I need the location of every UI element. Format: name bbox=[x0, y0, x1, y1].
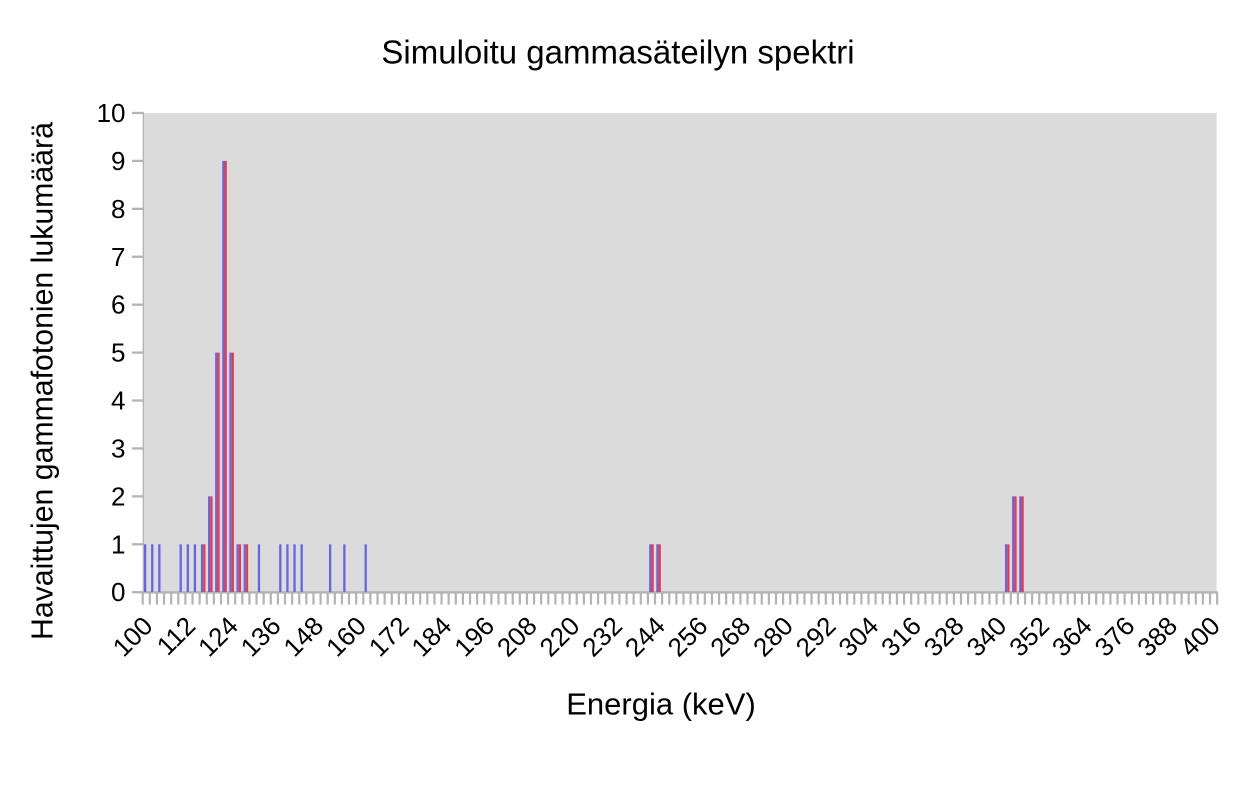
svg-text:280: 280 bbox=[747, 611, 799, 663]
svg-text:208: 208 bbox=[491, 611, 543, 663]
svg-text:352: 352 bbox=[1003, 611, 1055, 663]
svg-text:232: 232 bbox=[576, 611, 628, 663]
svg-text:340: 340 bbox=[960, 611, 1012, 663]
svg-text:364: 364 bbox=[1046, 611, 1098, 663]
svg-text:2: 2 bbox=[111, 481, 125, 511]
svg-text:4: 4 bbox=[111, 386, 125, 416]
svg-text:136: 136 bbox=[235, 611, 287, 663]
svg-text:9: 9 bbox=[111, 146, 125, 176]
svg-text:184: 184 bbox=[405, 611, 457, 663]
svg-text:256: 256 bbox=[662, 611, 714, 663]
svg-text:6: 6 bbox=[111, 290, 125, 320]
svg-text:124: 124 bbox=[192, 611, 244, 663]
svg-text:316: 316 bbox=[875, 611, 927, 663]
svg-text:376: 376 bbox=[1089, 611, 1141, 663]
svg-text:7: 7 bbox=[111, 242, 125, 272]
svg-text:172: 172 bbox=[363, 611, 415, 663]
svg-text:400: 400 bbox=[1174, 611, 1226, 663]
svg-text:112: 112 bbox=[151, 611, 202, 662]
svg-text:304: 304 bbox=[832, 611, 884, 663]
svg-text:Havaittujen gammafotonien luku: Havaittujen gammafotonien lukumäärä bbox=[26, 122, 59, 640]
svg-text:244: 244 bbox=[619, 611, 671, 663]
svg-text:292: 292 bbox=[790, 611, 842, 663]
svg-text:388: 388 bbox=[1131, 611, 1183, 663]
svg-text:Simuloitu gammasäteilyn spektr: Simuloitu gammasäteilyn spektri bbox=[381, 34, 854, 71]
svg-text:3: 3 bbox=[111, 433, 125, 463]
svg-text:1: 1 bbox=[111, 529, 125, 559]
svg-text:8: 8 bbox=[111, 194, 125, 224]
svg-text:328: 328 bbox=[918, 611, 970, 663]
svg-text:100: 100 bbox=[107, 611, 159, 663]
svg-text:220: 220 bbox=[534, 611, 586, 663]
svg-text:268: 268 bbox=[704, 611, 756, 663]
svg-text:10: 10 bbox=[97, 98, 126, 128]
svg-text:0: 0 bbox=[111, 577, 125, 607]
svg-text:148: 148 bbox=[277, 611, 329, 663]
svg-text:160: 160 bbox=[320, 611, 372, 663]
svg-text:196: 196 bbox=[448, 611, 500, 663]
svg-text:5: 5 bbox=[111, 338, 125, 368]
svg-text:Energia (keV): Energia (keV) bbox=[566, 687, 756, 722]
